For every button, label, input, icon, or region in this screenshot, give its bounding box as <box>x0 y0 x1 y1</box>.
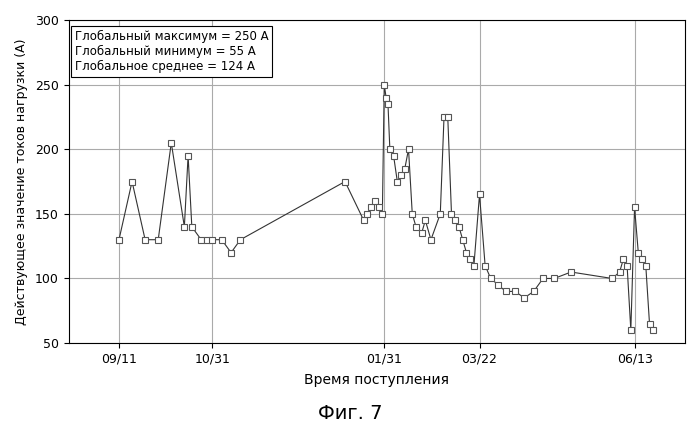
Text: Фиг. 7: Фиг. 7 <box>318 404 382 423</box>
Text: Глобальный максимум = 250 А
Глобальный минимум = 55 А
Глобальное среднее = 124 А: Глобальный максимум = 250 А Глобальный м… <box>75 30 268 73</box>
Y-axis label: Действующее значение токов нагрузки (А): Действующее значение токов нагрузки (А) <box>15 38 28 325</box>
X-axis label: Время поступления: Время поступления <box>304 373 449 387</box>
